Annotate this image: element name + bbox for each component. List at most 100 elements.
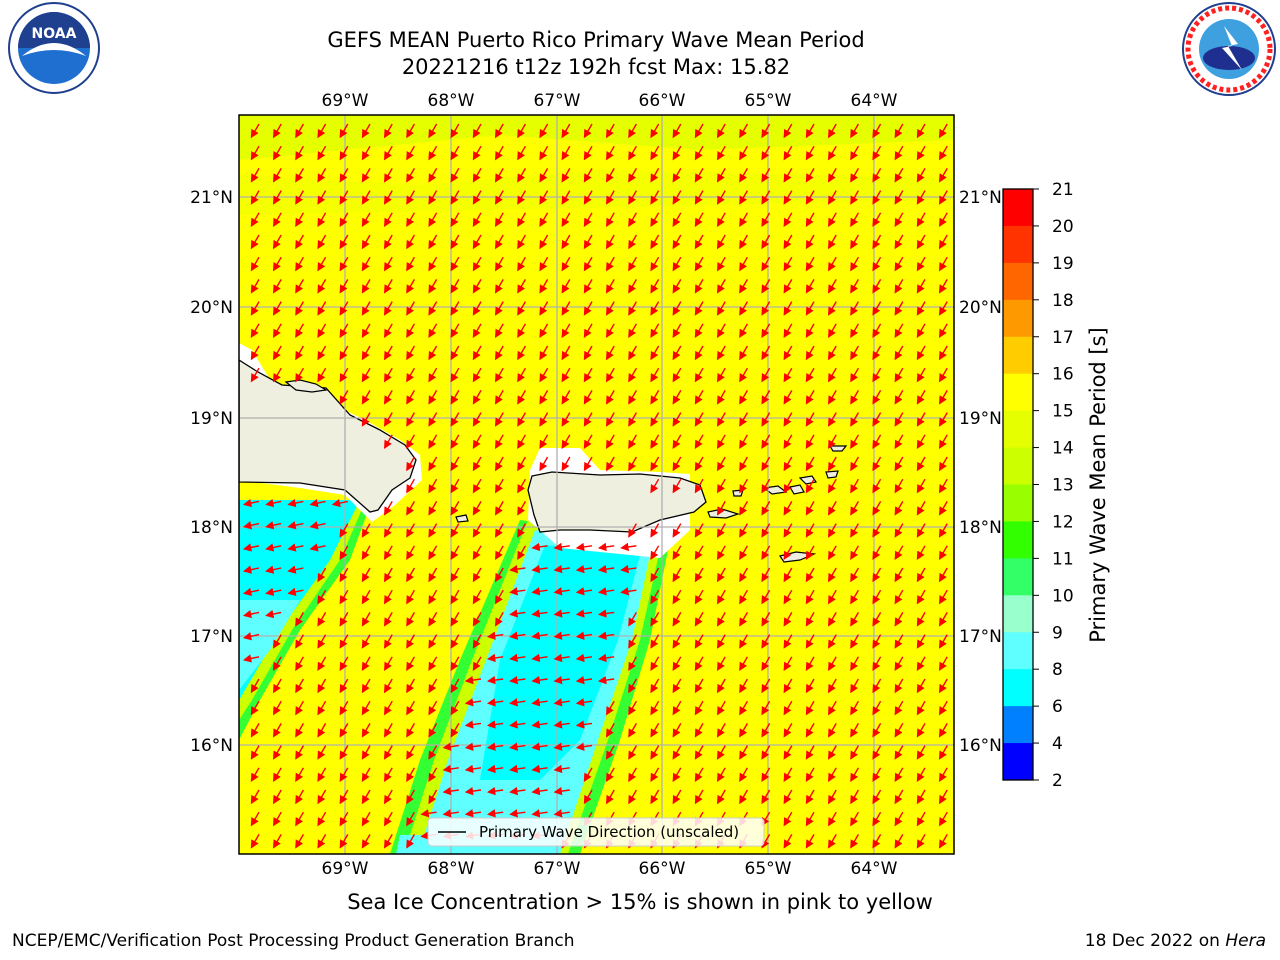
wave-arrow [717, 589, 726, 605]
wave-arrow [553, 675, 570, 685]
wave-arrow [606, 212, 615, 228]
wave-arrow [339, 190, 349, 205]
wave-arrow [561, 212, 571, 228]
wave-arrow [442, 809, 459, 818]
wave-arrow [295, 678, 305, 694]
wave-arrow [672, 212, 682, 228]
wave-arrow [606, 767, 615, 783]
wave-arrow [694, 434, 704, 450]
wave-arrow [894, 301, 904, 316]
wave-arrow [517, 145, 527, 161]
lon-label-top: 66°W [639, 91, 686, 111]
wave-arrow [894, 567, 904, 583]
wave-arrow [295, 212, 305, 228]
wave-arrow [317, 634, 327, 649]
wave-arrow [805, 501, 815, 516]
wave-arrow [761, 478, 771, 494]
wave-arrow [694, 723, 704, 738]
wave-arrow [428, 168, 438, 183]
wave-arrow [694, 589, 704, 605]
wave-arrow [295, 634, 305, 649]
colorbar-tick-label: 20 [1052, 217, 1074, 237]
wave-arrow [894, 434, 904, 450]
wave-arrow [939, 190, 948, 205]
wave-arrow [464, 698, 482, 707]
wave-arrow [295, 323, 305, 339]
lon-label-bottom: 67°W [534, 859, 581, 879]
wave-arrow [509, 609, 526, 618]
wave-arrow [805, 723, 815, 738]
wave-arrow [406, 212, 416, 228]
wave-arrow [561, 301, 571, 316]
wave-arrow [361, 145, 371, 161]
wave-arrow [717, 279, 726, 294]
lat-label-left: 17°N [190, 627, 233, 647]
wave-arrow [317, 323, 327, 339]
wave-arrow [428, 367, 438, 383]
wave-arrow [739, 145, 749, 161]
colorbar-segment [1003, 262, 1033, 301]
wave-arrow [317, 656, 327, 672]
wave-arrow [295, 789, 305, 805]
wave-arrow [805, 434, 815, 450]
wave-arrow [384, 123, 393, 139]
wave-arrow [894, 834, 904, 849]
wave-arrow [384, 589, 393, 605]
wave-arrow [295, 301, 305, 316]
wave-arrow [628, 700, 638, 716]
wave-arrow [472, 545, 482, 561]
wave-arrow [553, 542, 570, 552]
wave-arrow [939, 390, 948, 405]
wave-arrow [606, 301, 615, 316]
wave-arrow [628, 345, 638, 361]
wave-arrow [384, 145, 393, 161]
wave-arrow [406, 501, 416, 516]
wave-arrow [561, 412, 571, 427]
lat-label-right: 16°N [959, 736, 1002, 756]
wave-arrow [273, 723, 282, 738]
wave-arrow [739, 390, 749, 405]
wave-arrow [783, 345, 793, 361]
wave-arrow [672, 234, 682, 250]
wave-arrow [295, 700, 305, 716]
wave-arrow [295, 168, 305, 183]
wave-arrow [739, 412, 749, 427]
wave-arrow [939, 256, 948, 272]
wave-arrow [464, 786, 482, 796]
colorbar-tick-label: 13 [1052, 476, 1074, 496]
wave-arrow [916, 190, 926, 205]
wave-arrow [597, 653, 615, 663]
wave-arrow [250, 367, 260, 383]
wave-arrow [583, 323, 593, 339]
wave-arrow [717, 612, 726, 627]
wave-arrow [339, 700, 349, 716]
wave-arrow [539, 123, 549, 139]
colorbar-title: Primary Wave Mean Period [s] [1086, 327, 1110, 643]
colorbar-segment [1003, 299, 1033, 338]
wave-arrow [872, 723, 882, 738]
wave-arrow [828, 567, 837, 583]
wave-arrow [450, 323, 460, 339]
wave-arrow [761, 678, 771, 694]
lat-label-left: 16°N [190, 736, 233, 756]
wave-arrow [361, 323, 371, 339]
wave-arrow [450, 523, 460, 538]
wave-arrow [361, 123, 371, 139]
wave-arrow [672, 367, 682, 383]
wave-arrow [628, 256, 638, 272]
wave-arrow [553, 742, 570, 751]
lon-label-bottom: 69°W [322, 859, 369, 879]
wave-arrow [717, 478, 726, 494]
wave-arrow [531, 720, 548, 729]
wave-arrow [273, 834, 282, 849]
wave-arrow [472, 345, 482, 361]
wave-arrow [539, 168, 549, 183]
wave-arrow [694, 678, 704, 694]
wave-arrow [828, 478, 837, 494]
wave-arrow [450, 612, 460, 627]
wave-arrow [850, 123, 860, 139]
wave-arrow [850, 212, 860, 228]
wave-arrow [783, 478, 793, 494]
wave-arrow [606, 145, 615, 161]
wave-arrow [317, 767, 327, 783]
